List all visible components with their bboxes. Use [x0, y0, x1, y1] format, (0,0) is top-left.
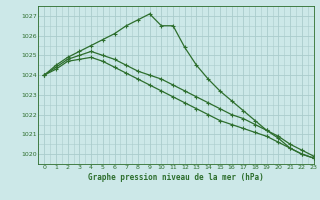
- X-axis label: Graphe pression niveau de la mer (hPa): Graphe pression niveau de la mer (hPa): [88, 173, 264, 182]
